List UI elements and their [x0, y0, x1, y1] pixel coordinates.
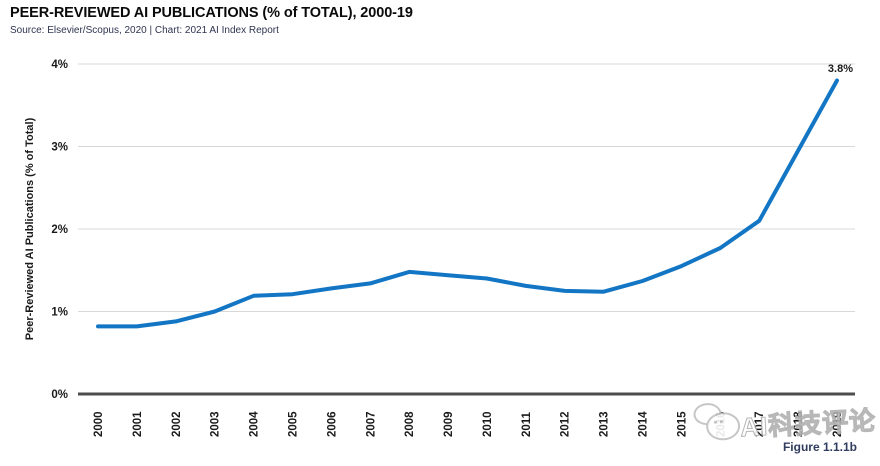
x-tick-label: 2016 — [715, 411, 727, 437]
x-tick-label: 2015 — [676, 411, 688, 437]
x-tick-label: 2004 — [249, 411, 261, 437]
x-tick-label: 2007 — [365, 411, 377, 437]
x-tick-label: 2003 — [210, 411, 222, 437]
y-axis-title: Peer-Reviewed AI Publications (% of Tota… — [24, 117, 36, 341]
endpoint-value-label: 3.8% — [827, 63, 853, 75]
data-line — [96, 78, 839, 329]
x-tick-label: 2000 — [93, 411, 105, 437]
x-tick-label: 2006 — [326, 411, 338, 437]
x-tick-label: 2009 — [443, 411, 455, 437]
chart-source-line: Source: Elsevier/Scopus, 2020 | Chart: 2… — [10, 25, 279, 36]
x-tick-label: 2005 — [287, 411, 299, 437]
x-tick-label: 2013 — [599, 411, 611, 437]
y-tick-label: 0% — [51, 389, 68, 401]
x-tick-label: 2019 — [832, 411, 844, 437]
x-tick-label: 2001 — [132, 411, 144, 437]
y-tick-label: 3% — [51, 142, 68, 154]
chart-title: PEER-REVIEWED AI PUBLICATIONS (% of TOTA… — [10, 5, 413, 21]
x-tick-label: 2011 — [521, 411, 533, 437]
x-tick-label: 2018 — [793, 411, 805, 437]
x-tick-label: 2008 — [404, 411, 416, 437]
figure-caption: Figure 1.1.1b — [782, 440, 857, 454]
y-tick-label: 2% — [51, 224, 68, 236]
x-tick-label: 2012 — [560, 411, 572, 437]
y-tick-label: 4% — [51, 59, 68, 71]
x-tick-label: 2002 — [171, 411, 183, 437]
y-tick-label: 1% — [51, 307, 68, 319]
x-tick-label: 2017 — [754, 411, 766, 437]
x-tick-label: 2010 — [482, 411, 494, 437]
x-tick-label: 2014 — [638, 411, 650, 437]
